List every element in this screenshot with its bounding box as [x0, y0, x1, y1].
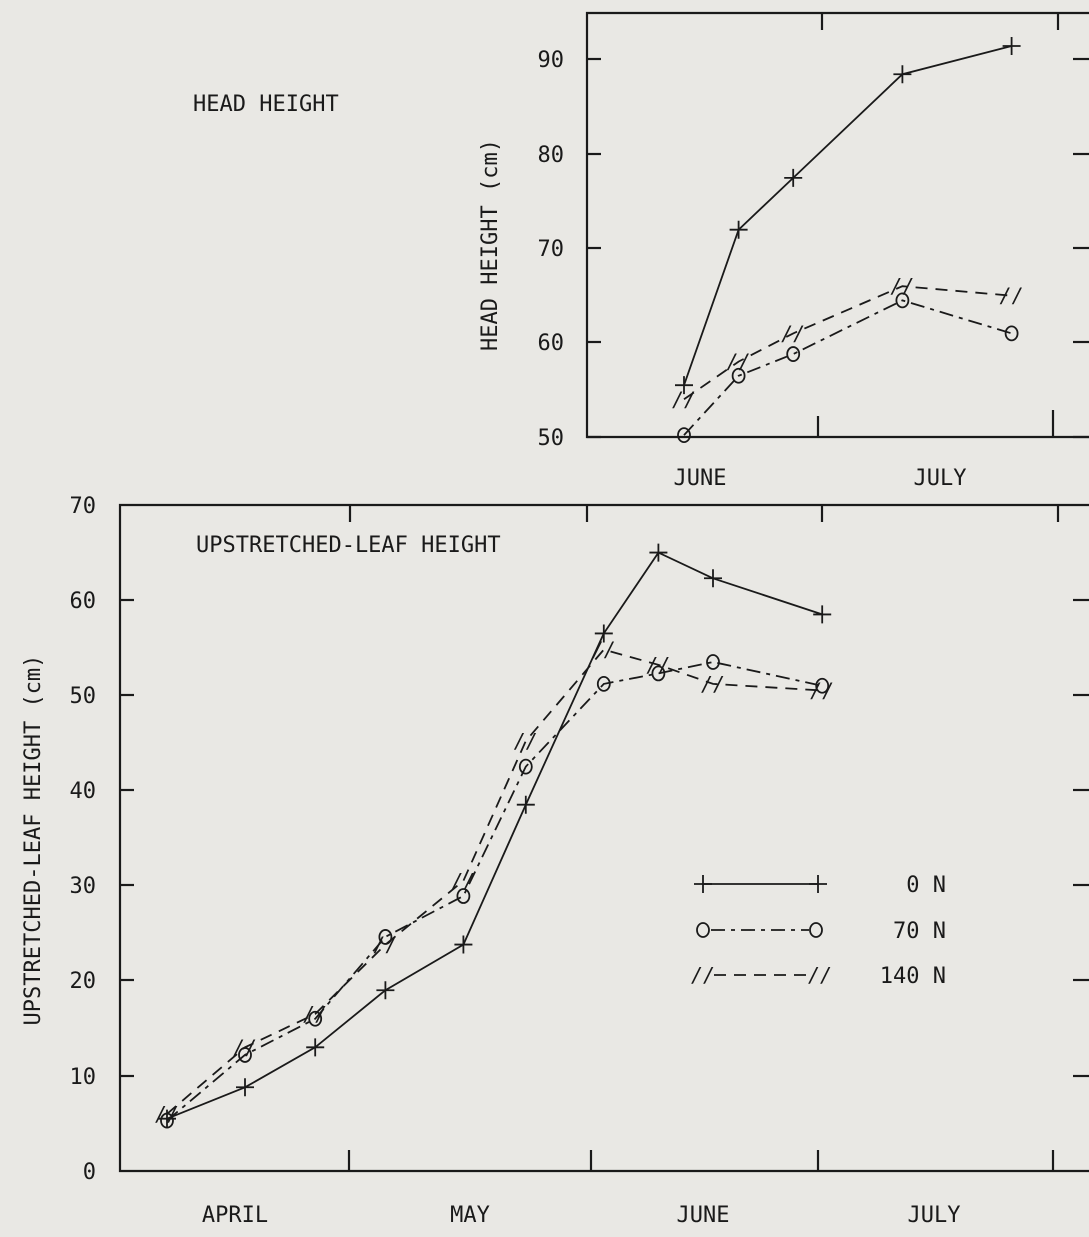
- plus-marker: [376, 981, 394, 999]
- slash-marker: //: [592, 638, 616, 662]
- series-line: [167, 553, 822, 1119]
- slash-marker: //: [233, 1035, 257, 1059]
- slash-marker: //: [303, 1002, 327, 1026]
- x-month-label: JULY: [908, 1203, 961, 1228]
- slash-marker: //: [1000, 284, 1024, 308]
- legend-label: 70 N: [893, 919, 946, 944]
- legend-entry-140n: // // 140 N: [691, 963, 946, 989]
- plus-marker: [236, 1078, 254, 1096]
- series-0n: [158, 544, 831, 1128]
- circle-marker: [678, 428, 690, 442]
- series-0n: [675, 37, 1021, 394]
- slash-marker: //: [672, 387, 696, 411]
- y-tick: 40: [70, 779, 1089, 804]
- slash-marker: //: [646, 653, 670, 677]
- slash-marker: //: [727, 350, 751, 374]
- legend-circle-marker: [810, 923, 822, 937]
- y-tick-label: 70: [538, 237, 565, 262]
- plus-marker: [813, 605, 831, 623]
- legend-plus-marker: [694, 875, 712, 893]
- legend-circle-marker: [697, 923, 709, 937]
- x-month-label: APRIL: [202, 1203, 268, 1228]
- slash-marker: //: [701, 672, 725, 696]
- legend-plus-marker: [809, 875, 827, 893]
- slash-marker: //: [451, 869, 475, 893]
- legend-entry-70n: 70 N: [697, 919, 946, 944]
- legend-entry-0n: 0 N: [694, 873, 946, 898]
- legend-slash-marker: //: [808, 963, 832, 987]
- head-series-group: // // // // //: [672, 37, 1024, 442]
- plus-marker: [517, 796, 535, 814]
- leaf-y-axis-title: UPSTRETCHED-LEAF HEIGHT (cm): [21, 655, 46, 1026]
- y-tick: 0: [83, 1160, 96, 1185]
- y-tick-label: 60: [70, 589, 97, 614]
- slash-marker: //: [514, 729, 538, 753]
- y-tick: 80: [538, 143, 1089, 168]
- y-tick-label: 10: [70, 1065, 97, 1090]
- legend: 0 N 70 N // // 140 N: [691, 873, 946, 989]
- y-tick: 90: [538, 48, 1089, 73]
- series-line: [684, 46, 1012, 385]
- circle-marker: [1006, 326, 1018, 340]
- series-140n: // // // // // // // // // //: [155, 638, 834, 1126]
- head-plot-frame: [587, 13, 1089, 437]
- y-tick-label: 50: [70, 684, 97, 709]
- head-y-ticks: 50 60 70 80 90: [538, 48, 1089, 451]
- slash-marker: //: [781, 321, 805, 345]
- leaf-panel-title: UPSTRETCHED-LEAF HEIGHT: [196, 533, 501, 558]
- slash-marker: //: [155, 1102, 179, 1126]
- y-tick-label: 0: [83, 1160, 96, 1185]
- plus-marker: [306, 1038, 324, 1056]
- y-tick-label: 90: [538, 48, 565, 73]
- y-tick: 70: [538, 237, 1089, 262]
- leaf-x-ticks: APRIL MAY JUNE JULY: [202, 505, 1058, 1228]
- y-tick: 10: [70, 1065, 1089, 1090]
- y-tick-label: 20: [70, 969, 97, 994]
- head-panel-title: HEAD HEIGHT: [193, 92, 339, 117]
- y-tick-label: 30: [70, 874, 97, 899]
- slash-marker: //: [890, 274, 914, 298]
- y-tick: 50: [538, 426, 1089, 451]
- plus-marker: [649, 544, 667, 562]
- y-tick: 60: [70, 589, 1089, 614]
- leaf-y-ticks: 0 10 20 30 40 50 60 70: [70, 494, 1089, 1185]
- legend-label: 140 N: [880, 964, 946, 989]
- plus-marker: [704, 569, 722, 587]
- slash-marker: //: [810, 679, 834, 703]
- leaf-series-group: // // // // // // // // // //: [155, 544, 834, 1128]
- y-tick-label: 50: [538, 426, 565, 451]
- head-height-panel: HEAD HEIGHT HEAD HEIGHT (cm) 50 60 70 80…: [193, 13, 1089, 491]
- legend-label: 0 N: [906, 873, 946, 898]
- x-month-label: JUNE: [674, 466, 727, 491]
- y-tick-label: 70: [70, 494, 97, 519]
- y-tick-label: 80: [538, 143, 565, 168]
- head-y-axis-title: HEAD HEIGHT (cm): [478, 139, 503, 351]
- series-70n: [161, 655, 828, 1128]
- circle-marker: [787, 347, 799, 361]
- x-month-label: MAY: [450, 1203, 490, 1228]
- leaf-plot-frame: [120, 505, 1089, 1171]
- plus-marker: [1003, 37, 1021, 55]
- y-tick-label: 60: [538, 331, 565, 356]
- series-line: [167, 662, 822, 1121]
- x-month-label: JULY: [914, 466, 967, 491]
- leaf-height-panel: UPSTRETCHED-LEAF HEIGHT UPSTRETCHED-LEAF…: [21, 494, 1089, 1228]
- slash-marker: //: [373, 933, 397, 957]
- legend-slash-marker: //: [691, 963, 715, 987]
- x-month-label: JUNE: [677, 1203, 730, 1228]
- y-tick-label: 40: [70, 779, 97, 804]
- y-tick: 70: [70, 494, 97, 519]
- plus-marker: [454, 936, 472, 954]
